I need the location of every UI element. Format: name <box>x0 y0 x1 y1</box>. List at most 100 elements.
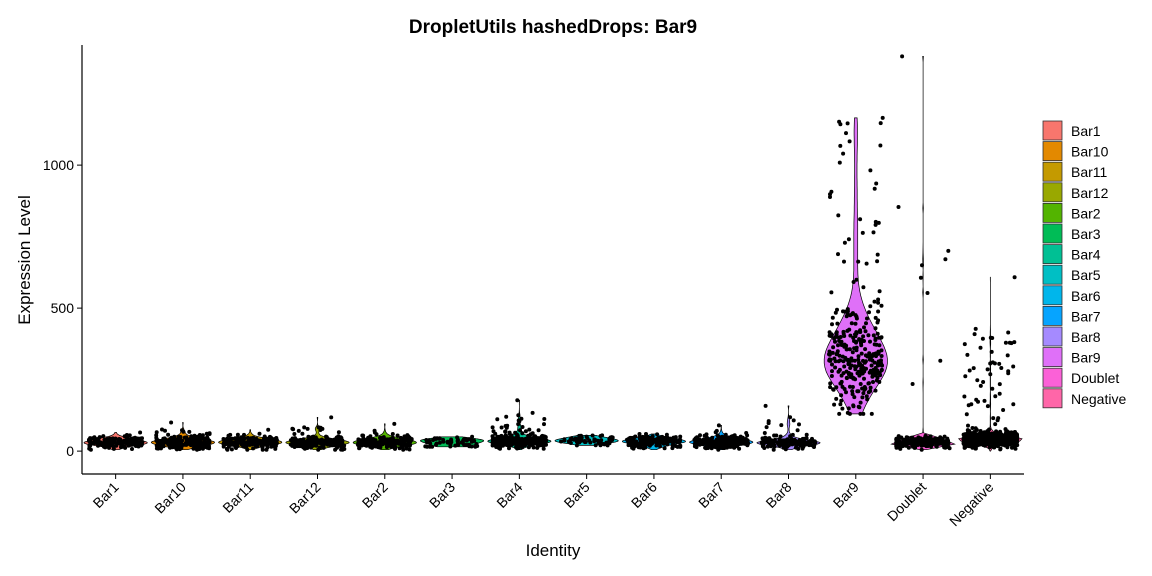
legend-swatch <box>1042 120 1063 141</box>
data-point <box>867 310 871 315</box>
data-point <box>913 440 917 445</box>
data-point <box>872 360 877 365</box>
data-point <box>918 275 923 280</box>
data-point <box>739 440 744 445</box>
data-point <box>392 445 397 450</box>
data-point <box>743 441 747 446</box>
data-point <box>879 354 884 358</box>
data-point <box>314 438 318 443</box>
data-point <box>827 352 831 357</box>
data-point <box>858 382 863 386</box>
data-point <box>896 205 901 209</box>
data-point <box>830 322 834 327</box>
data-point <box>138 436 143 441</box>
data-point <box>860 230 865 235</box>
data-point <box>239 441 244 446</box>
data-point <box>916 435 921 440</box>
data-point <box>235 435 240 440</box>
data-point <box>274 441 279 446</box>
data-point <box>786 443 791 448</box>
data-point <box>588 440 593 445</box>
data-point <box>97 435 102 440</box>
data-point <box>469 439 474 444</box>
data-point <box>590 433 595 438</box>
data-point <box>946 248 951 253</box>
x-tick-label: Doublet <box>884 479 930 525</box>
data-point <box>259 440 264 445</box>
data-point <box>970 426 975 430</box>
data-point <box>866 333 871 338</box>
data-point <box>201 444 206 449</box>
data-point <box>1003 427 1008 432</box>
data-point <box>980 336 985 341</box>
data-point <box>988 372 993 377</box>
data-point <box>877 370 882 375</box>
data-point <box>638 442 643 447</box>
data-point <box>865 316 869 321</box>
data-point <box>842 334 847 338</box>
data-point <box>845 357 849 362</box>
data-point <box>973 326 978 331</box>
data-point <box>853 367 858 372</box>
data-point <box>854 345 859 350</box>
data-point <box>172 434 177 439</box>
data-point <box>593 443 598 448</box>
data-point <box>678 443 683 448</box>
legend-label: Bar7 <box>1071 308 1101 324</box>
data-point <box>868 304 873 309</box>
data-point <box>894 444 899 448</box>
data-point <box>788 415 793 420</box>
data-point <box>562 438 567 443</box>
legend-label: Bar2 <box>1071 205 1101 221</box>
data-point <box>836 252 840 257</box>
data-point <box>844 347 849 352</box>
data-point <box>109 443 114 448</box>
data-point <box>985 367 990 372</box>
data-point <box>362 442 367 447</box>
data-point <box>166 432 171 437</box>
legend-label: Bar9 <box>1071 350 1101 366</box>
data-point <box>861 285 866 290</box>
data-point <box>507 446 511 451</box>
data-point <box>427 439 432 443</box>
data-point <box>839 339 844 344</box>
data-point <box>427 444 432 449</box>
data-point <box>157 438 162 443</box>
x-tick-label: Bar6 <box>628 479 660 511</box>
data-point <box>1004 437 1009 442</box>
data-point <box>235 440 239 444</box>
legend-label: Negative <box>1071 391 1126 407</box>
data-point <box>301 437 306 442</box>
data-point <box>716 438 721 442</box>
legend-label: Bar5 <box>1071 267 1101 283</box>
data-point <box>869 411 874 416</box>
data-point <box>655 432 660 437</box>
data-point <box>789 436 794 441</box>
data-point <box>868 339 872 344</box>
data-point <box>873 222 878 227</box>
data-point <box>112 439 117 444</box>
data-point <box>520 431 525 436</box>
data-point <box>864 321 868 326</box>
data-point <box>324 435 329 440</box>
data-point <box>873 366 878 370</box>
data-point <box>526 445 531 450</box>
data-point <box>791 418 796 423</box>
data-point <box>864 261 869 266</box>
data-point <box>965 352 970 357</box>
data-point <box>873 326 878 331</box>
data-point <box>983 433 988 438</box>
data-point <box>407 440 412 445</box>
data-point <box>780 441 785 446</box>
data-point <box>125 436 130 441</box>
data-point <box>972 436 977 441</box>
data-point <box>839 398 844 403</box>
data-point <box>160 427 164 432</box>
data-point <box>833 335 838 340</box>
data-point <box>876 300 881 305</box>
data-point <box>475 444 480 448</box>
data-point <box>658 440 663 445</box>
y-axis-title: Expression Level <box>15 195 34 324</box>
y-tick-label: 1000 <box>43 157 74 173</box>
data-point <box>856 369 861 374</box>
